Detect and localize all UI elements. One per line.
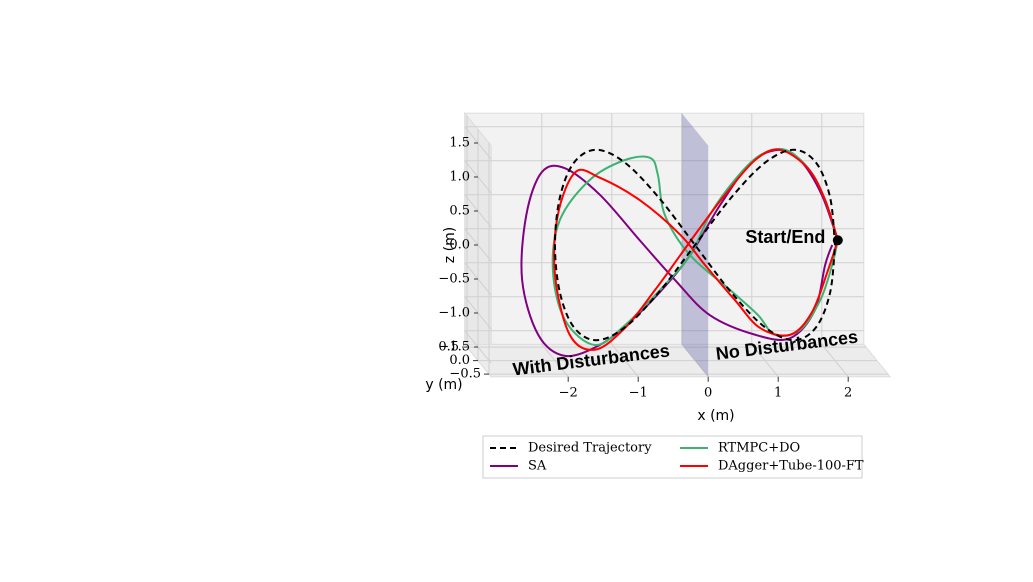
start-marker — [832, 235, 843, 246]
annotation: Start/End — [745, 227, 825, 247]
legend-label: DAgger+Tube-100-FT — [718, 459, 864, 474]
z-tick-label: 0.5 — [449, 204, 470, 219]
z-tick-label: −1.0 — [438, 306, 470, 321]
y-tick-label: 0.0 — [449, 353, 470, 368]
z-tick-label: −1.5 — [438, 340, 470, 355]
trajectory-line — [553, 148, 836, 342]
legend-label: RTMPC+DO — [718, 441, 800, 456]
x-axis-label: x (m) — [697, 408, 734, 424]
x-tick-label: −1 — [629, 385, 648, 400]
y-axis-label: y (m) — [425, 377, 462, 393]
legend-label: SA — [528, 459, 547, 474]
z-tick-label: 1.5 — [449, 136, 470, 151]
legend-label: Desired Trajectory — [528, 441, 652, 456]
y-tick-label: 0.5 — [438, 340, 459, 355]
z-tick-label: 0.0 — [449, 238, 470, 253]
x-tick-label: 1 — [774, 385, 782, 400]
z-axis-label: z (m) — [442, 227, 458, 263]
z-tick-label: 1.0 — [449, 170, 470, 185]
x-tick-label: −2 — [559, 385, 578, 400]
x-tick-label: 0 — [704, 385, 712, 400]
trajectory-line — [553, 148, 839, 351]
z-tick-label: −0.5 — [438, 272, 470, 287]
legend-box — [482, 435, 863, 479]
y-tick-label: −0.5 — [449, 367, 481, 382]
x-tick-label: 2 — [844, 385, 852, 400]
